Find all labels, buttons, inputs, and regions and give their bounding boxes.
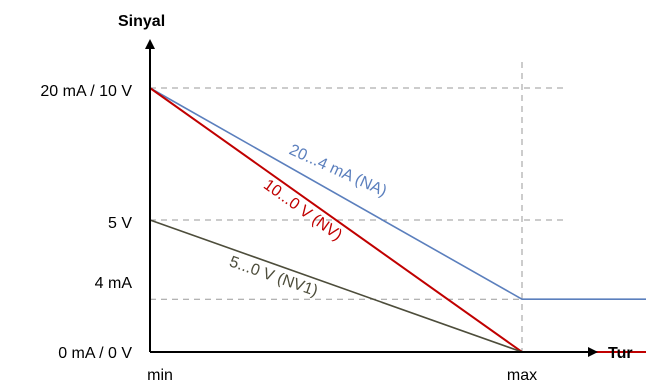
y-tick-label: 0 mA / 0 V [58, 345, 132, 362]
y-tick-label: 4 mA [95, 275, 133, 292]
reference-lines [150, 62, 568, 352]
series-line-nv1 [149, 219, 523, 353]
x-tick-label: min [147, 367, 173, 384]
y-tick-label: 20 mA / 10 V [40, 83, 132, 100]
series-label-na: 20...4 mA (NA) [287, 142, 390, 201]
x-axis-title: Tur [608, 345, 633, 362]
y-tick-label: 5 V [108, 215, 132, 232]
series-label-nv1: 5...0 V (NV1) [227, 253, 320, 300]
x-tick-label: max [507, 367, 537, 384]
y-axis-title: Sinyal [118, 13, 165, 30]
series-label-nv: 10...0 V (NV) [260, 176, 345, 244]
series-line-na [149, 87, 646, 301]
